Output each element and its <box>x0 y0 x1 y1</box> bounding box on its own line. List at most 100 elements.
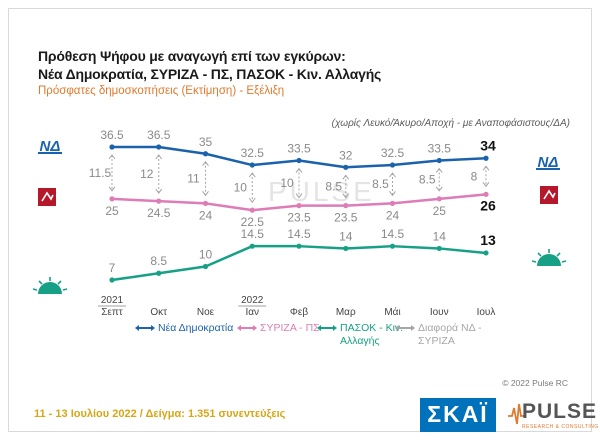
series-line <box>111 244 487 282</box>
diff-arrow-head-bottom <box>342 193 350 199</box>
data-label: 23.5 <box>334 211 358 225</box>
data-point <box>483 250 489 256</box>
x-tick-label: Ιουν <box>430 307 449 318</box>
data-point <box>296 157 302 164</box>
diff-arrow-head-bottom <box>202 191 209 197</box>
diff-label: 11 <box>187 172 200 186</box>
data-point <box>156 198 162 204</box>
chart-subtitle: Πρόσφατες δημοσκοπήσεις (Εκτίμηση) - Εξέ… <box>38 85 285 97</box>
diff-arrow-head-bottom <box>435 186 443 192</box>
skai-logo-text: ΣΚΑΪ <box>427 401 489 427</box>
data-point <box>202 200 209 206</box>
diff-arrow-head-top <box>248 172 256 178</box>
data-label: 35 <box>199 135 213 149</box>
nd-logo-text: ΝΔ <box>40 138 61 155</box>
data-label: 32.5 <box>241 146 265 160</box>
data-label: 25 <box>105 204 119 218</box>
diff-arrow-head-bottom <box>108 186 116 192</box>
legend-marker-icon <box>135 325 155 331</box>
pasok-sun-logo-left-icon <box>32 277 68 294</box>
last-value-label: 13 <box>480 232 496 248</box>
data-label: 10 <box>199 247 213 261</box>
legend-marker-icon <box>395 325 415 331</box>
data-point <box>436 196 442 202</box>
data-point <box>109 144 115 150</box>
data-label: 14.5 <box>241 227 265 241</box>
pulse-logo-subtext: RESEARCH & CONSULTING <box>522 424 599 430</box>
data-point <box>343 245 349 252</box>
pulse-logo-text: PULSE <box>522 400 598 423</box>
data-point <box>202 263 209 270</box>
diff-arrow-head-bottom <box>482 182 490 188</box>
data-point <box>343 164 349 170</box>
chart-title-line2: Νέα Δημοκρατία, ΣΥΡΙΖΑ - ΠΣ, ΠΑΣΟΚ - Κιν… <box>38 66 382 82</box>
data-point <box>389 200 396 206</box>
data-point <box>296 203 302 209</box>
data-point <box>436 157 442 164</box>
data-point <box>389 243 396 249</box>
x-tick-label: Μαρ <box>336 307 356 318</box>
diff-arrow-head-top <box>108 154 116 160</box>
diff-label: 8.5 <box>325 179 342 193</box>
diff-label: 10 <box>280 176 294 190</box>
data-point <box>202 151 209 157</box>
diff-label: 8.5 <box>419 173 436 187</box>
legend-marker-icon <box>317 325 337 331</box>
diff-arrow-head-top <box>435 167 443 173</box>
skai-logo: ΣΚΑΪ <box>420 398 496 432</box>
data-label: 24.5 <box>147 206 171 220</box>
x-tick-label: Σεπτ <box>101 307 123 318</box>
last-value-label: 26 <box>480 197 496 213</box>
diff-label: 11.5 <box>89 166 112 180</box>
chart-note: (χωρίς Λευκό/Άκυρο/Αποχή - με Αναποφάσισ… <box>331 118 570 129</box>
data-label: 14 <box>339 229 353 243</box>
diff-arrow-head-top <box>295 167 303 173</box>
data-label: 8.5 <box>150 254 167 268</box>
pasok-sun-logo-right-icon <box>531 249 567 266</box>
data-label: 36.5 <box>147 128 171 142</box>
data-point <box>483 191 489 197</box>
data-point <box>156 144 162 150</box>
diff-arrow-head-top <box>202 160 209 167</box>
data-label: 33.5 <box>287 142 311 156</box>
x-tick-label: Ιαν <box>245 307 259 318</box>
diff-arrow-head-bottom <box>248 197 256 203</box>
x-tick-label: Νοε <box>197 307 215 318</box>
nd-logo-right-icon: ΝΔ <box>536 154 560 171</box>
x-tick-label: Μάι <box>384 306 400 318</box>
data-point <box>343 203 349 209</box>
x-tick-label: Φεβ <box>290 307 308 318</box>
x-tick-label: 2022 <box>241 295 264 306</box>
chart-frame <box>8 8 592 432</box>
data-label: 7 <box>109 261 116 275</box>
x-tick-label: Ιουλ <box>477 307 496 318</box>
plot-area: 11.5 12 11 10 10 8.5 8.5 8.5 8 36.5 36.5 35 32.5 33.5… <box>89 128 496 318</box>
legend-label: ΠΑΣΟΚ - Κιν. Αλλαγής <box>340 322 404 347</box>
diff-arrow-head-bottom <box>155 188 163 194</box>
data-point <box>436 245 442 252</box>
diff-label: 8 <box>471 169 478 183</box>
x-tick-label: Οκτ <box>150 307 167 318</box>
data-point <box>389 162 396 168</box>
nd-logo-text: ΝΔ <box>538 154 559 171</box>
chart-title-line1: Πρόθεση Ψήφου με αναγωγή επί των εγκύρων… <box>38 48 346 64</box>
data-label: 23.5 <box>287 211 311 225</box>
diff-label: 10 <box>234 181 248 195</box>
data-point <box>249 162 255 168</box>
data-label: 32 <box>339 148 353 162</box>
data-label: 24 <box>199 208 213 222</box>
diff-arrow-head-top <box>389 172 396 178</box>
diff-arrow-head-top <box>482 165 490 171</box>
data-point <box>109 277 115 283</box>
last-value-label: 34 <box>480 137 496 153</box>
diff-arrow-head-top <box>342 174 350 180</box>
legend-label: ΣΥΡΙΖΑ - ΠΣ <box>260 322 320 334</box>
data-point <box>249 207 255 213</box>
diff-label: 8.5 <box>372 177 389 191</box>
diff-arrow-head-top <box>155 154 163 160</box>
legend-label: Νέα Δημοκρατία <box>158 322 234 334</box>
data-label: 33.5 <box>428 142 452 156</box>
data-label: 24 <box>386 208 400 222</box>
legend-marker-icon <box>237 325 257 331</box>
